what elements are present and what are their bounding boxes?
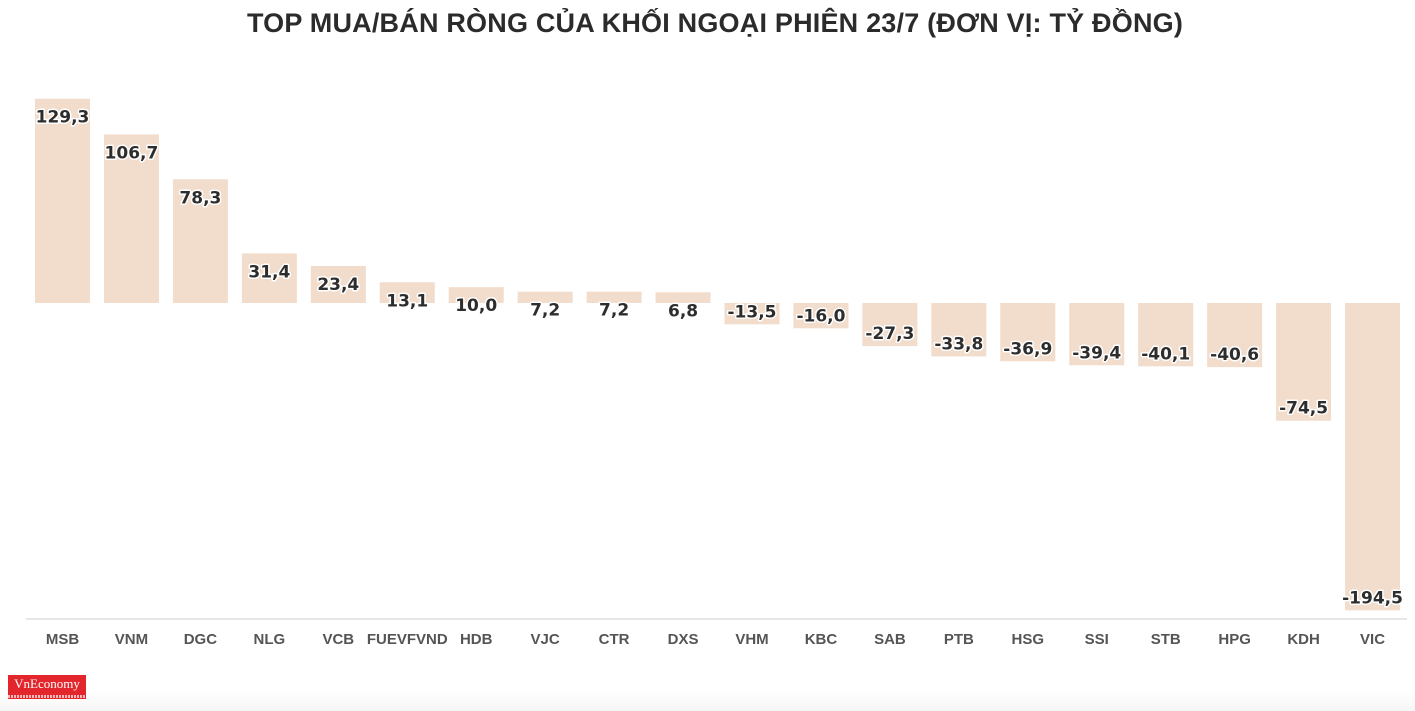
bar-dgc [172,179,228,303]
value-label-hsg: -36,9 [1003,339,1052,359]
category-label-vjc: VJC [531,631,560,648]
category-label-vcb: VCB [322,631,354,648]
bar-kbc [793,303,849,329]
category-label-vic: VIC [1360,631,1385,648]
category-label-kdh: KDH [1287,631,1320,648]
category-label-ptb: PTB [944,631,974,648]
bar-hsg [1000,303,1056,362]
category-labels-group: MSB VNM DGC NLG VCB FUEVFVND HDB VJC CTR DXS VHM KB… [46,631,1385,648]
category-label-hdb: HDB [460,631,493,648]
chart-title: TOP MUA/BÁN RÒNG CỦA KHỐI NGOẠI PHIÊN 23… [246,8,1184,38]
value-label-sab: -27,3 [865,324,914,344]
category-label-ssi: SSI [1085,631,1109,648]
value-label-kdh: -74,5 [1279,399,1328,419]
bar-kdh [1276,303,1332,421]
category-label-hpg: HPG [1218,631,1251,648]
bar-hpg [1207,303,1263,368]
bar-ssi [1069,303,1125,366]
value-label-dgc: 78,3 [179,188,221,208]
bar-hdb [448,287,504,303]
value-label-vhm: -13,5 [728,302,777,322]
category-label-dgc: DGC [184,631,218,648]
category-label-vnm: VNM [115,631,148,648]
bar-vjc [517,291,573,303]
category-label-hsg: HSG [1012,631,1045,648]
bar-vhm [724,303,780,325]
footer-band [0,690,1415,711]
category-label-ctr: CTR [599,631,630,648]
value-label-fuevfvnd: 13,1 [386,291,428,311]
category-label-msb: MSB [46,631,80,648]
value-label-ctr: 7,2 [599,301,629,321]
category-label-nlg: NLG [254,631,286,648]
value-labels-group: 129,3 106,7 78,3 31,4 23,4 13,1 10,0 7,2 7,2 6,8 -… [34,106,1404,610]
bar-nlg [241,253,297,303]
logo-tagline [8,695,86,698]
category-label-kbc: KBC [805,631,838,648]
bar-vcb [310,266,366,303]
bars-group [35,98,1401,611]
bar-vic [1345,303,1401,611]
value-label-msb: 129,3 [36,108,90,128]
value-label-hpg: -40,6 [1210,345,1259,365]
bar-stb [1138,303,1194,367]
category-label-dxs: DXS [668,631,699,648]
logo-text: VnEconomy [14,676,80,691]
value-label-ptb: -33,8 [934,334,983,354]
bar-ptb [931,303,987,357]
category-label-fuevfvnd: FUEVFVND [367,631,448,648]
category-label-sab: SAB [874,631,906,648]
category-label-vhm: VHM [735,631,768,648]
bar-msb [35,98,90,304]
bar-fuevfvnd [379,282,435,303]
value-label-vcb: 23,4 [317,275,359,295]
value-label-nlg: 31,4 [248,262,290,282]
bar-dxs [655,292,711,303]
bar-ctr [586,291,642,303]
value-label-vjc: 7,2 [530,301,560,321]
value-label-vic: -194,5 [1342,588,1403,608]
category-label-stb: STB [1151,631,1181,648]
bar-vnm [103,134,159,303]
value-label-hdb: 10,0 [455,296,497,316]
value-label-stb: -40,1 [1141,344,1190,364]
value-label-vnm: 106,7 [105,143,159,163]
value-label-kbc: -16,0 [796,306,845,326]
bar-sab [862,303,918,347]
vneconomy-logo: VnEconomy [8,675,86,699]
value-label-ssi: -39,4 [1072,343,1121,363]
value-label-dxs: 6,8 [668,301,698,321]
